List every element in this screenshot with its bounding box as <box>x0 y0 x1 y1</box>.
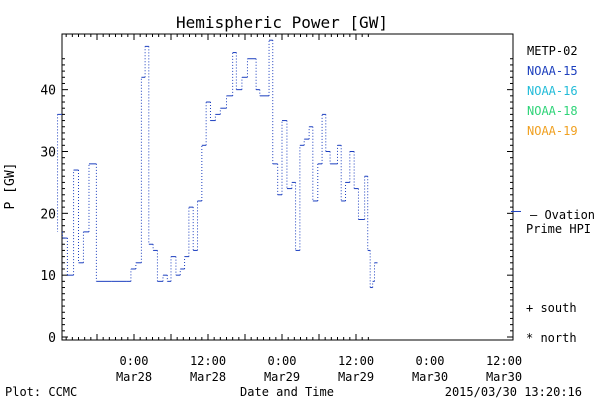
x-tick-time: 0:00 <box>416 354 445 368</box>
legend: METP-02 NOAA-15 NOAA-16 NOAA-18 NOAA-19 <box>527 44 578 138</box>
x-tick-date: Mar28 <box>190 370 226 384</box>
ovation-label-line2: Prime HPI <box>526 222 591 236</box>
y-axis-ticks: 0 10 20 30 40 <box>40 58 513 346</box>
marker-legend: + south * north <box>526 301 577 345</box>
marker-entry: + south <box>526 301 577 315</box>
footer-right: 2015/03/30 13:20:16 <box>445 385 582 399</box>
chart-title: Hemispheric Power [GW] <box>176 13 388 32</box>
footer-center: Date and Time <box>240 385 334 399</box>
y-tick-label: 0 <box>48 331 56 346</box>
x-tick-time: 12:00 <box>190 354 226 368</box>
legend-entry: NOAA-18 <box>527 104 578 118</box>
x-tick-date: Mar30 <box>412 370 448 384</box>
y-axis-label: P [GW] <box>3 163 18 210</box>
legend-entry: NOAA-15 <box>527 64 578 78</box>
y-tick-label: 20 <box>40 207 56 222</box>
ovation-label-line1: — Ovation <box>530 208 595 222</box>
x-tick-time: 12:00 <box>338 354 374 368</box>
marker-entry: * north <box>526 331 577 345</box>
y-tick-label: 30 <box>40 145 56 160</box>
footer-left: Plot: CCMC <box>5 385 77 399</box>
x-tick-date: Mar28 <box>116 370 152 384</box>
x-axis-ticks: 0:00 Mar28 12:00 Mar28 0:00 Mar29 12:00 Mar29 0:… <box>65 34 522 384</box>
x-tick-date: Mar30 <box>486 370 522 384</box>
y-tick-label: 10 <box>40 269 56 284</box>
x-tick-time: 0:00 <box>268 354 297 368</box>
x-tick-time: 12:00 <box>486 354 522 368</box>
legend-entry: METP-02 <box>527 44 578 58</box>
plot-frame <box>61 33 514 341</box>
legend-entry: NOAA-19 <box>527 124 578 138</box>
series-layer <box>57 39 378 289</box>
x-tick-time: 0:00 <box>120 354 149 368</box>
x-tick-date: Mar29 <box>338 370 374 384</box>
y-tick-label: 40 <box>40 84 56 99</box>
legend-entry: NOAA-16 <box>527 84 578 98</box>
x-tick-date: Mar29 <box>264 370 300 384</box>
